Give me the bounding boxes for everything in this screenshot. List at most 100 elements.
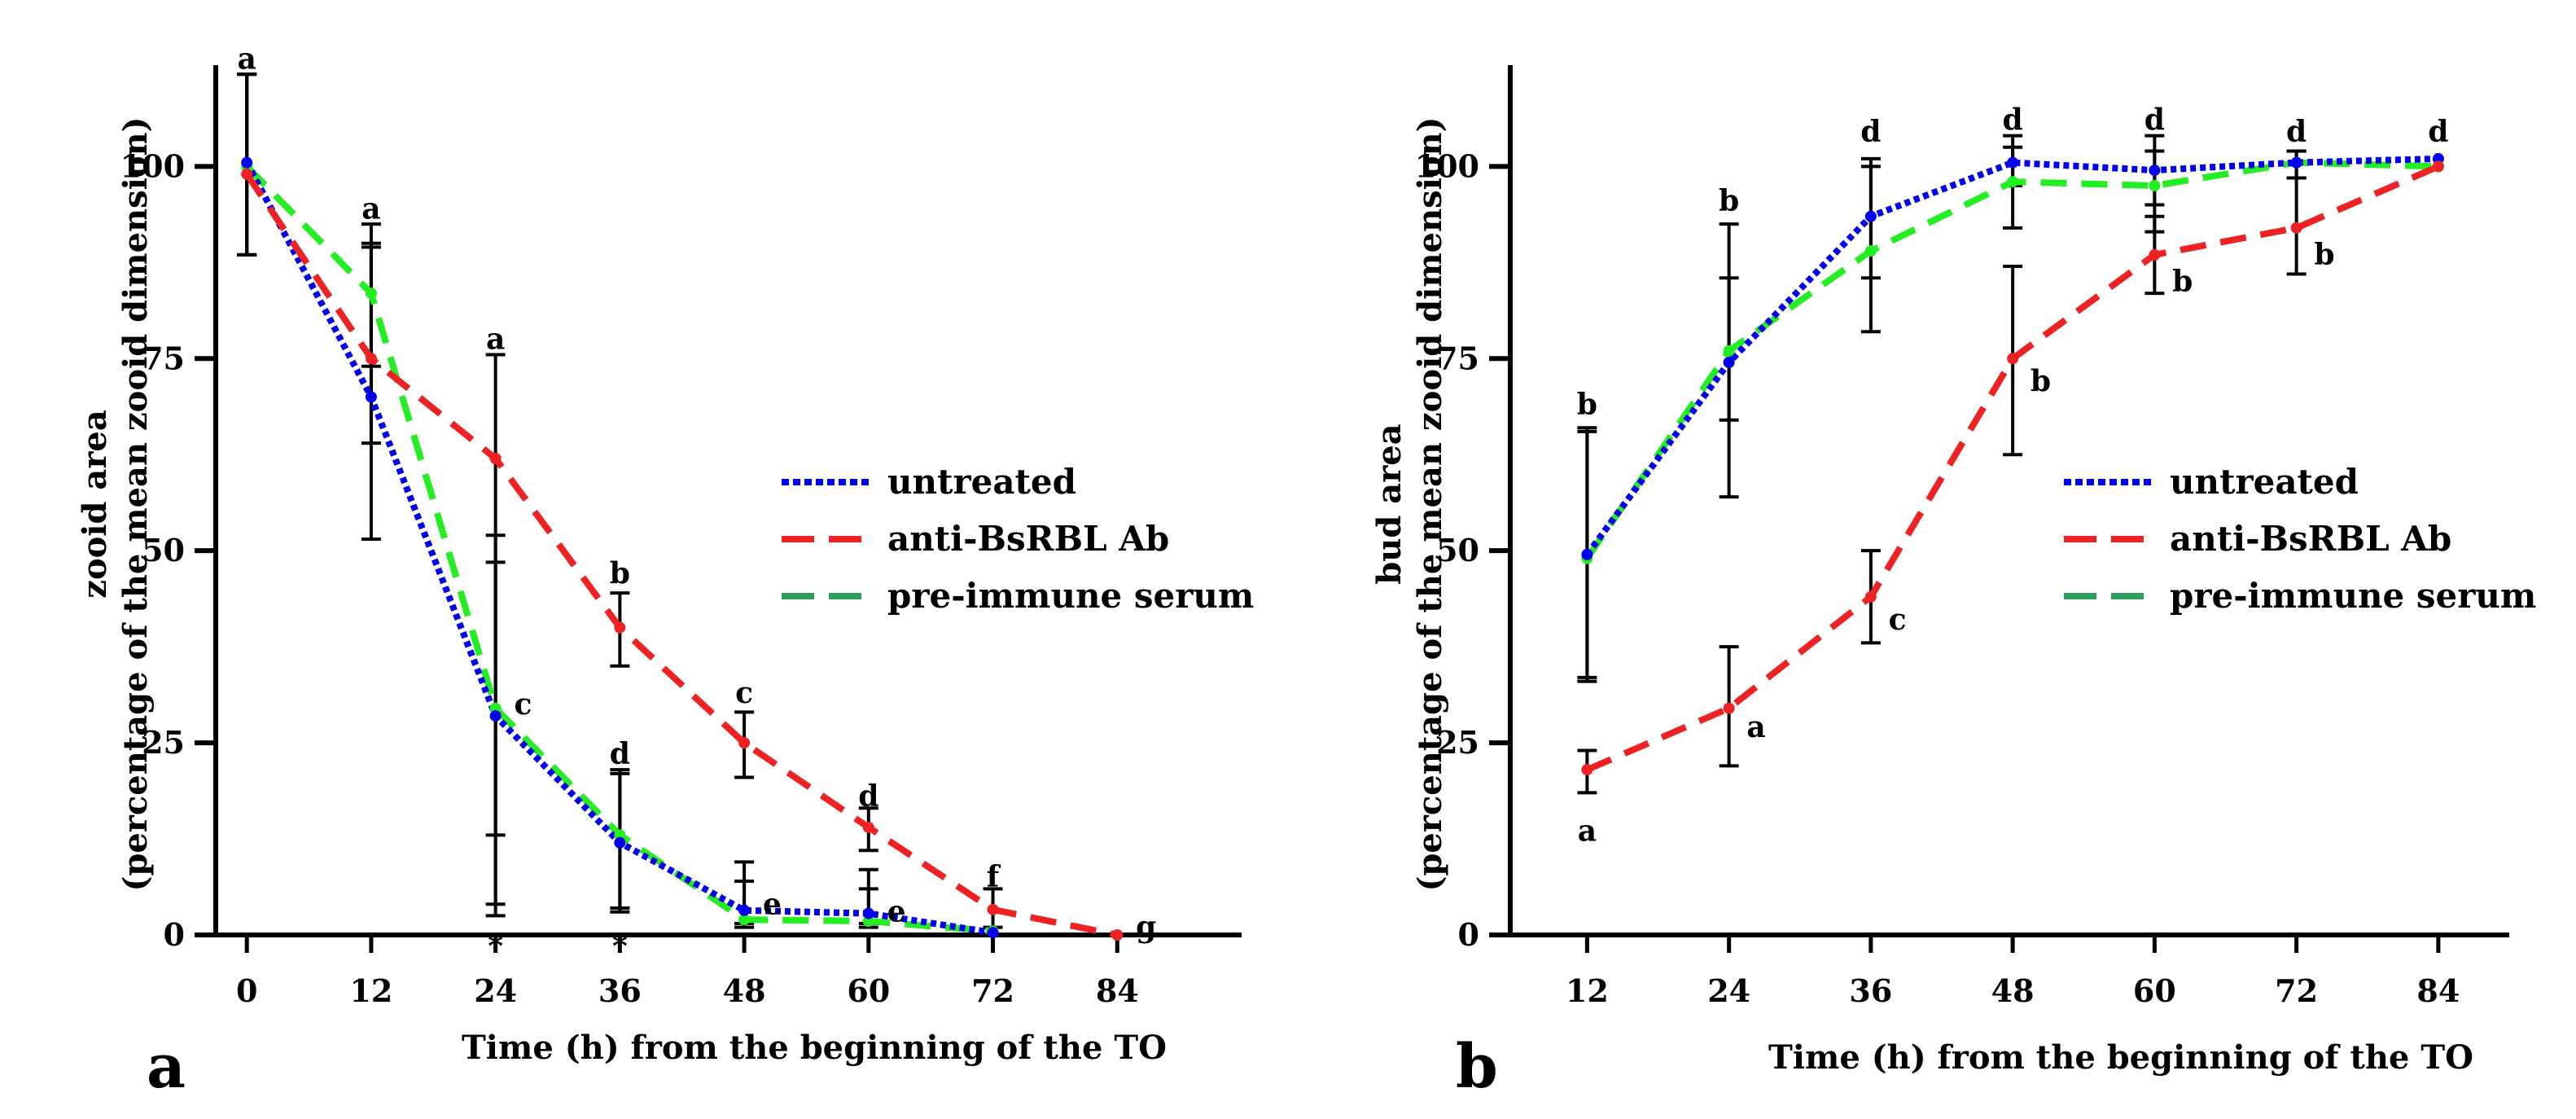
panel-b: 0 25 50 75 100 12 24 36 48 60 72 84 bud area(percent… — [1370, 65, 2536, 1102]
data-point-anti-bsrbl-ab — [2007, 353, 2019, 365]
y-axis-title-line2: (percentage of the mean zooid dimension) — [1411, 116, 1449, 891]
significance-label: * — [612, 929, 628, 963]
significance-label: b — [2031, 365, 2051, 399]
legend: untreated anti-BsRBL Ab pre-immune serum — [782, 462, 1254, 616]
significance-label: d — [858, 779, 878, 814]
x-tick-label: 72 — [2275, 972, 2318, 1009]
data-point-pre-immune-serum — [2007, 176, 2019, 188]
data-point-anti-bsrbl-ab — [614, 621, 626, 634]
y-tick-label: 50 — [1436, 532, 1479, 568]
data-point-pre-immune-serum — [2149, 179, 2161, 191]
y-axis-title: bud area(percentage of the mean zooid di… — [1370, 116, 1449, 891]
legend-label: anti-BsRBL Ab — [887, 519, 1169, 559]
data-point-anti-bsrbl-ab — [241, 168, 253, 180]
data-point-anti-bsrbl-ab — [862, 821, 874, 833]
data-point-untreated — [2149, 165, 2161, 177]
data-point-pre-immune-serum — [1723, 344, 1735, 357]
data-point-anti-bsrbl-ab — [1111, 929, 1124, 941]
data-point-anti-bsrbl-ab — [489, 452, 502, 464]
data-point-untreated — [1581, 548, 1593, 560]
significance-label: b — [1577, 388, 1597, 422]
y-tick-label: 75 — [142, 340, 185, 376]
legend-label: untreated — [887, 462, 1076, 502]
data-point-anti-bsrbl-ab — [1864, 590, 1877, 603]
data-point-anti-bsrbl-ab — [2432, 160, 2444, 173]
x-tick-label: 24 — [1707, 972, 1750, 1009]
legend-label: pre-immune serum — [887, 576, 1254, 616]
significance-label: f — [987, 860, 1001, 894]
y-tick-label: 25 — [142, 724, 185, 761]
data-point-anti-bsrbl-ab — [987, 903, 999, 915]
x-tick-label: 36 — [598, 972, 642, 1009]
x-tick-label: 12 — [349, 972, 392, 1009]
significance-label: d — [610, 737, 630, 771]
panel-a: 0 25 50 75 100 0 12 24 36 48 60 72 84 zooid area(perc… — [76, 42, 1254, 1102]
legend-label: anti-BsRBL Ab — [2170, 519, 2451, 559]
data-point-untreated — [1723, 356, 1735, 368]
significance-label: b — [2314, 238, 2334, 272]
data-point-untreated — [614, 836, 626, 849]
panel-label: a — [147, 1032, 186, 1102]
significance-label: b — [2172, 265, 2193, 299]
data-point-anti-bsrbl-ab — [365, 353, 377, 365]
y-tick-label: 0 — [1458, 916, 1479, 953]
panel-label: b — [1456, 1032, 1498, 1102]
x-tick-label: 12 — [1566, 972, 1609, 1009]
y-tick-label: 50 — [142, 532, 185, 568]
legend-label: untreated — [2170, 462, 2359, 502]
significance-label: a — [361, 191, 380, 226]
data-point-anti-bsrbl-ab — [1581, 764, 1593, 776]
data-point-anti-bsrbl-ab — [738, 737, 751, 749]
y-axis-title-line1: zooid area — [76, 410, 114, 599]
x-tick-label: 36 — [1849, 972, 1892, 1009]
x-tick-label: 0 — [236, 972, 257, 1009]
data-point-anti-bsrbl-ab — [1723, 702, 1735, 714]
x-tick-label: 24 — [474, 972, 517, 1009]
data-point-pre-immune-serum — [738, 914, 751, 926]
data-point-untreated — [1864, 210, 1877, 222]
data-point-pre-immune-serum — [365, 287, 377, 300]
y-axis-title: zooid area(percentage of the mean zooid … — [76, 116, 155, 891]
series-line-anti-bsrbl-ab — [243, 172, 1119, 938]
data-point-anti-bsrbl-ab — [2290, 222, 2302, 234]
data-point-untreated — [241, 156, 253, 169]
significance-label: a — [486, 323, 505, 357]
significance-label: c — [1889, 603, 1907, 637]
significance-label: d — [2003, 103, 2023, 138]
y-tick-label: 75 — [1436, 340, 1479, 376]
significance-label: d — [2428, 115, 2448, 149]
significance-label: b — [610, 556, 630, 590]
significance-label: d — [2286, 115, 2307, 149]
y-axis-title-line1: bud area — [1370, 423, 1408, 584]
significance-label: g — [1136, 911, 1156, 945]
significance-label: a — [1578, 814, 1597, 849]
data-point-untreated — [987, 927, 999, 939]
data-point-pre-immune-serum — [1864, 245, 1877, 257]
x-tick-label: 60 — [2133, 972, 2176, 1009]
legend: untreated anti-BsRBL Ab pre-immune serum — [2064, 462, 2536, 616]
y-tick-label: 25 — [1436, 724, 1479, 761]
significance-label: d — [1860, 115, 1881, 149]
y-tick-label: 100 — [1415, 147, 1479, 184]
significance-label: c — [515, 687, 532, 722]
data-point-anti-bsrbl-ab — [2149, 248, 2161, 261]
significance-label: a — [1746, 710, 1765, 744]
x-tick-label: 84 — [2416, 972, 2460, 1009]
significance-label: d — [2144, 103, 2165, 138]
significance-label: c — [735, 676, 753, 710]
significance-label: e — [887, 895, 906, 929]
x-tick-label: 48 — [723, 972, 766, 1009]
x-tick-label: 60 — [847, 972, 890, 1009]
significance-label: e — [763, 887, 782, 921]
y-tick-label: 100 — [120, 147, 185, 184]
data-point-untreated — [2007, 156, 2019, 169]
data-point-untreated — [365, 391, 377, 403]
x-tick-label: 48 — [1991, 972, 2035, 1009]
significance-label: * — [488, 929, 503, 963]
significance-label: b — [1719, 184, 1739, 218]
data-point-untreated — [489, 710, 502, 722]
significance-label: a — [238, 42, 256, 76]
data-point-untreated — [738, 904, 751, 916]
data-point-untreated — [862, 907, 874, 919]
